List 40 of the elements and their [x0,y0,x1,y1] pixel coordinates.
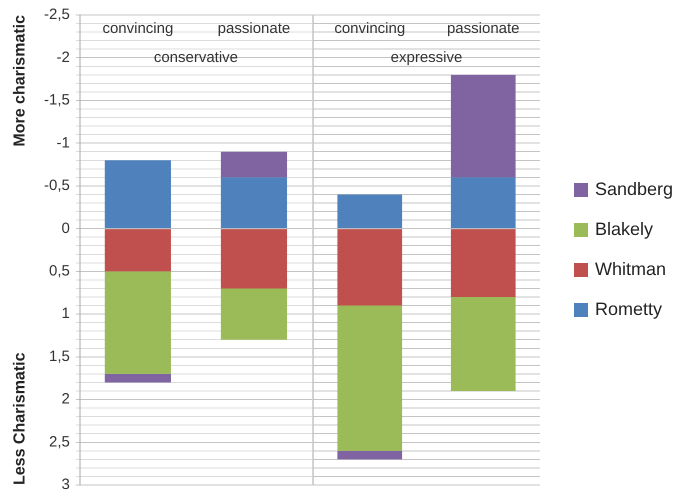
bar [220,177,288,228]
text: expressive [390,49,462,66]
x-tick-label: passionate [218,20,290,38]
y-tick-label: 0,5 [48,262,70,280]
text: Less Charismatic [11,352,28,485]
y-tick-label: -2,5 [44,6,70,24]
y-tick-label: -1,5 [44,92,70,109]
x-tick-label: convincing [334,20,406,38]
y-tick-label: -1 [56,134,70,152]
bar [450,229,516,297]
y-tick-label: 2 [62,390,70,408]
bar [220,229,288,288]
y-tick-label: 1 [62,305,70,322]
y-tick-label: 0 [62,220,70,237]
bar [450,177,516,228]
legend-label: Whitman [595,258,666,279]
bar [104,160,171,228]
y-tick-label: -0,5 [44,177,70,194]
bar [104,374,171,382]
x-tick-label: convincing [102,20,174,38]
bar [337,229,402,306]
bar [337,306,402,451]
legend-label: Rometty [595,298,662,319]
y-tick-label: 2,5 [48,433,70,450]
y-tick-label: 3 [62,476,70,494]
x-tick-label: passionate [446,20,520,38]
y-tick-label: -2 [56,48,70,66]
legend-label: Sandberg [595,178,674,199]
bar [104,229,171,272]
y-tick-label: 1,5 [48,348,70,365]
bar [450,74,516,178]
bar [220,152,288,178]
bar [450,297,516,391]
bar [337,450,402,460]
bar [220,288,288,340]
text: conservative [154,49,238,66]
bar [104,271,171,374]
text: More charismatic [11,14,28,147]
bar [337,194,402,228]
legend-label: Blakely [595,218,654,239]
